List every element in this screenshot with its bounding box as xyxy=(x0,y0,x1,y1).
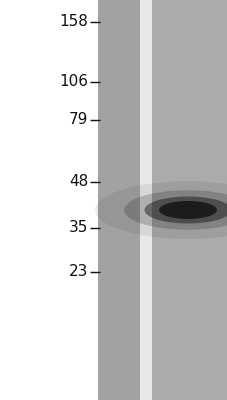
Text: 48: 48 xyxy=(69,174,88,190)
Text: 158: 158 xyxy=(59,14,88,30)
Bar xyxy=(139,0,151,400)
Bar xyxy=(151,0,227,400)
Text: 106: 106 xyxy=(59,74,88,90)
Ellipse shape xyxy=(158,201,216,219)
Bar xyxy=(98,0,139,400)
Text: 35: 35 xyxy=(68,220,88,236)
Text: 23: 23 xyxy=(68,264,88,280)
Ellipse shape xyxy=(95,181,227,239)
Ellipse shape xyxy=(124,190,227,230)
Ellipse shape xyxy=(144,196,227,224)
Text: 79: 79 xyxy=(68,112,88,128)
